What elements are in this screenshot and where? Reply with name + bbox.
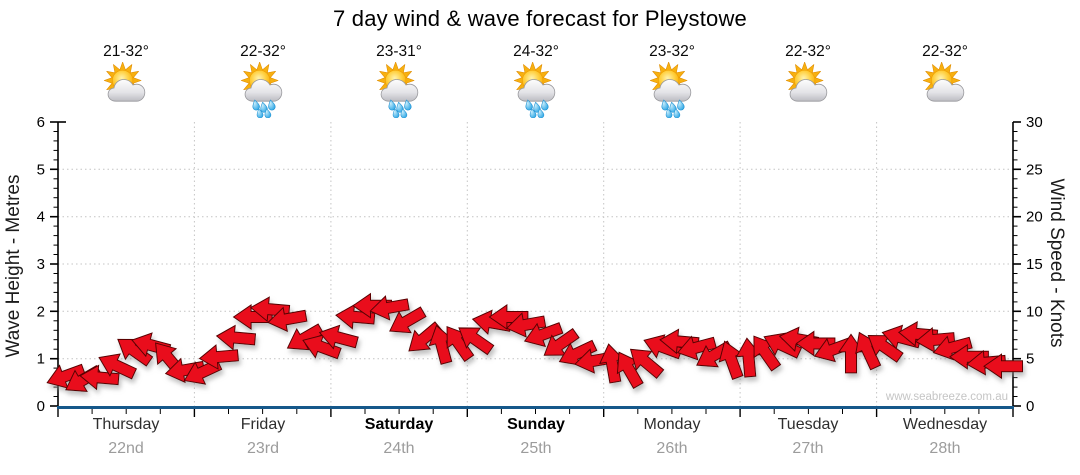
wind-arrows (42, 292, 1023, 401)
day-name-label: Thursday (92, 416, 160, 433)
right-axis-tick-labels: 0 5 10 15 20 25 30 (1026, 114, 1043, 415)
sun-cloud-rain-icon (376, 61, 419, 119)
day-date-label: 25th (520, 440, 552, 457)
svg-text:5: 5 (37, 161, 45, 178)
cloud (926, 79, 965, 102)
day-date-label: 26th (656, 440, 688, 457)
day-date-label: 27th (792, 440, 824, 457)
svg-text:0: 0 (37, 398, 45, 415)
svg-text:4: 4 (37, 209, 45, 226)
svg-text:6: 6 (37, 114, 45, 131)
raindrops (525, 99, 549, 119)
day-name-label: Saturday (364, 416, 434, 433)
sun-cloud-rain-icon (649, 61, 692, 119)
day-name-label: Tuesday (777, 416, 839, 433)
day-date-label: 22nd (108, 440, 144, 457)
raindrops (661, 99, 685, 119)
cloud (517, 79, 556, 102)
svg-text:1: 1 (37, 351, 45, 368)
day-date-label: 23rd (246, 440, 280, 457)
cloud (244, 79, 283, 102)
sun-cloud-icon (103, 61, 146, 102)
day-name-label: Wednesday (902, 416, 988, 433)
watermark: www.seabreeze.com.au (885, 391, 1008, 403)
day-name-label: Monday (643, 416, 701, 433)
day-name-label: Sunday (507, 416, 565, 433)
day-date-label: 28th (929, 440, 961, 457)
svg-text:20: 20 (1026, 209, 1043, 226)
svg-text:30: 30 (1026, 114, 1043, 131)
sun-cloud-rain-icon (513, 61, 556, 119)
cloud (653, 79, 692, 102)
cloud (380, 79, 419, 102)
svg-text:10: 10 (1026, 303, 1043, 320)
sun-cloud-icon (922, 61, 965, 102)
temperature-range: 24-32° (513, 43, 559, 60)
left-axis-tick-labels: 0 1 2 3 4 5 6 (37, 114, 45, 415)
x-axis-ticks (57, 409, 1014, 417)
gridlines (58, 122, 1013, 406)
sun-cloud-rain-icon (240, 61, 283, 119)
sun-cloud-icon (785, 61, 828, 102)
raindrops (388, 99, 412, 119)
temperature-range: 23-31° (376, 43, 422, 60)
day-date-label: 24th (383, 440, 415, 457)
x-axis-line (57, 406, 1014, 409)
temperature-range: 23-32° (649, 43, 695, 60)
svg-text:0: 0 (1026, 398, 1034, 415)
temperature-range: 21-32° (103, 43, 149, 60)
cloud (107, 79, 146, 102)
y-axes (50, 121, 1021, 407)
svg-text:15: 15 (1026, 256, 1043, 273)
temperature-range: 22-32° (922, 43, 968, 60)
raindrops (252, 99, 276, 119)
svg-text:25: 25 (1026, 161, 1043, 178)
svg-text:5: 5 (1026, 351, 1034, 368)
svg-text:3: 3 (37, 256, 45, 273)
svg-text:2: 2 (37, 303, 45, 320)
page-title: 7 day wind & wave forecast for Pleystowe (333, 6, 747, 31)
cloud (789, 79, 828, 102)
temperature-range: 22-32° (240, 43, 286, 60)
day-name-label: Friday (240, 416, 286, 433)
temperature-range: 22-32° (785, 43, 831, 60)
